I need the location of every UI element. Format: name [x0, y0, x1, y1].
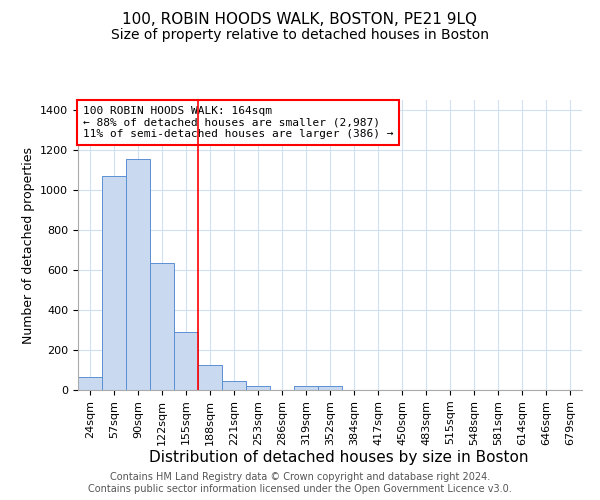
Bar: [294, 386, 318, 390]
Bar: [318, 386, 342, 390]
Text: Distribution of detached houses by size in Boston: Distribution of detached houses by size …: [149, 450, 529, 465]
Bar: [174, 332, 198, 390]
Text: Size of property relative to detached houses in Boston: Size of property relative to detached ho…: [111, 28, 489, 42]
Text: Contains HM Land Registry data © Crown copyright and database right 2024.
Contai: Contains HM Land Registry data © Crown c…: [88, 472, 512, 494]
Bar: [102, 176, 126, 390]
Y-axis label: Number of detached properties: Number of detached properties: [22, 146, 35, 344]
Bar: [78, 377, 102, 390]
Bar: [150, 263, 174, 390]
Text: 100 ROBIN HOODS WALK: 164sqm
← 88% of detached houses are smaller (2,987)
11% of: 100 ROBIN HOODS WALK: 164sqm ← 88% of de…: [83, 106, 394, 139]
Bar: [198, 365, 222, 390]
Bar: [246, 386, 270, 390]
Text: 100, ROBIN HOODS WALK, BOSTON, PE21 9LQ: 100, ROBIN HOODS WALK, BOSTON, PE21 9LQ: [122, 12, 478, 28]
Bar: [126, 159, 150, 390]
Bar: [222, 381, 246, 390]
